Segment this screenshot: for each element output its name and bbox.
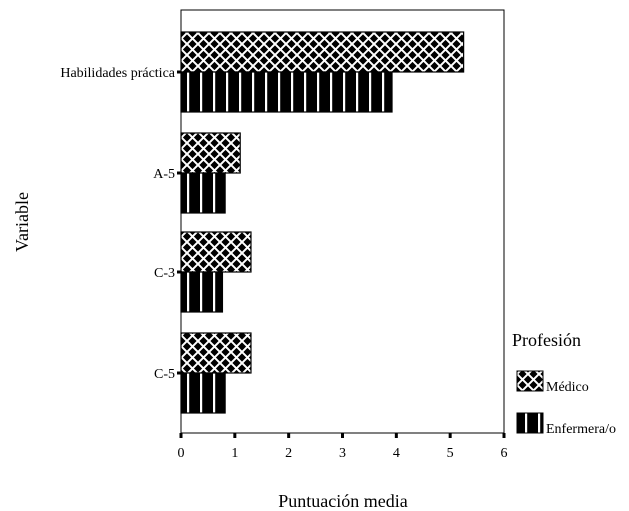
x-tick-label-2: 2 bbox=[285, 446, 292, 461]
x-tick-label-4: 4 bbox=[393, 446, 400, 461]
bar-c-3-enfermera-o bbox=[180, 271, 224, 313]
bar-habilidades-practica-medico bbox=[180, 31, 465, 73]
bar-c-3-medico bbox=[180, 231, 252, 273]
legend-label-medico: Médico bbox=[546, 380, 589, 395]
y-tick-label-a-5: A-5 bbox=[153, 167, 175, 182]
legend-label-enfermera: Enfermera/o bbox=[546, 422, 616, 437]
y-axis: Habilidades práctica A-5 C-3 C-5 bbox=[60, 66, 181, 382]
x-tick-label-5: 5 bbox=[447, 446, 454, 461]
bar-a-5-enfermera-o bbox=[180, 172, 226, 214]
bar-a-5-medico bbox=[180, 132, 241, 174]
x-tick-label-3: 3 bbox=[339, 446, 346, 461]
y-tick-label-habilidades-practica: Habilidades práctica bbox=[60, 66, 175, 81]
legend-title: Profesión bbox=[512, 330, 581, 350]
x-tick-label-6: 6 bbox=[501, 446, 508, 461]
y-axis-label: Variable bbox=[12, 192, 32, 252]
legend: Profesión Médico Enfermera/o bbox=[512, 330, 616, 437]
bar-c-5-enfermera-o bbox=[180, 372, 226, 414]
x-axis-label: Puntuación media bbox=[278, 491, 407, 511]
bar-c-5-medico bbox=[180, 332, 252, 374]
bars-group bbox=[180, 31, 465, 414]
x-tick-label-1: 1 bbox=[231, 446, 238, 461]
legend-swatch-enfermera bbox=[516, 412, 544, 434]
y-tick-label-c-3: C-3 bbox=[154, 266, 175, 281]
y-tick-label-c-5: C-5 bbox=[154, 367, 175, 382]
x-axis: 0 1 2 3 4 5 6 bbox=[178, 433, 508, 461]
bar-habilidades-practica-enfermera-o bbox=[180, 71, 393, 113]
x-tick-label-0: 0 bbox=[178, 446, 185, 461]
legend-swatch-medico bbox=[516, 370, 544, 392]
